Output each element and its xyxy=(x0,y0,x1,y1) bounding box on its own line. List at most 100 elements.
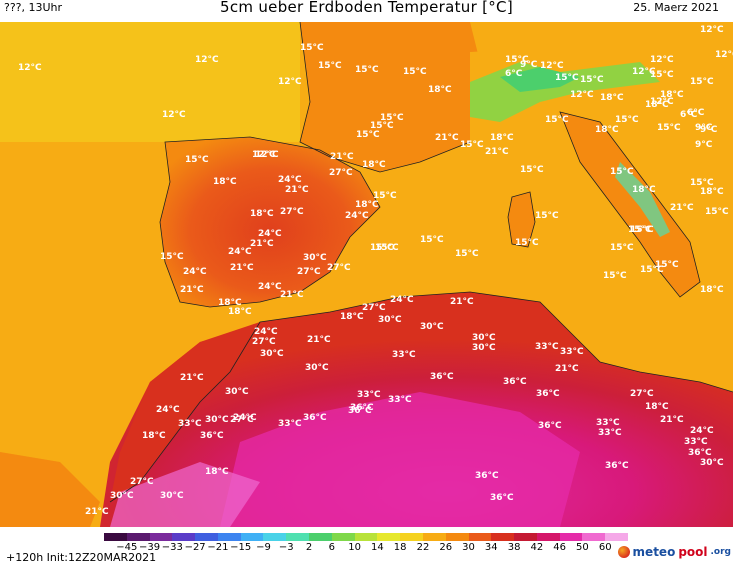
temperature-label: 6°C xyxy=(680,110,698,120)
temperature-label: 15°C xyxy=(373,191,397,201)
temperature-label: 30°C xyxy=(303,253,327,263)
temperature-label: 15°C xyxy=(300,43,324,53)
temperature-label: 15°C xyxy=(545,115,569,125)
temperature-label: 30°C xyxy=(305,363,329,373)
temperature-label: 15°C xyxy=(318,61,342,71)
temperature-label: 18°C xyxy=(600,93,624,103)
temperature-label: 33°C xyxy=(596,418,620,428)
color-scale-segment xyxy=(104,533,127,541)
temperature-label: 30°C xyxy=(700,458,724,468)
temperature-label: 15°C xyxy=(610,243,634,253)
temperature-label: 21°C xyxy=(330,152,354,162)
temperature-label: 12°C xyxy=(278,77,302,87)
temperature-label: 12°C xyxy=(195,55,219,65)
color-scale-tick: −3 xyxy=(278,542,294,553)
temperature-label: 36°C xyxy=(688,448,712,458)
temperature-label: 18°C xyxy=(213,177,237,187)
color-scale-tick: 22 xyxy=(416,542,430,553)
temperature-label: 18°C xyxy=(428,85,452,95)
color-scale-tick: 46 xyxy=(553,542,567,553)
color-scale-segment xyxy=(468,533,492,541)
temperature-label: 18°C xyxy=(362,160,386,170)
color-scale-tick: 60 xyxy=(598,542,612,553)
color-scale-segment xyxy=(286,533,310,541)
temperature-label: 18°C xyxy=(228,307,252,317)
temperature-label: 21°C xyxy=(285,185,309,195)
temperature-label: 36°C xyxy=(350,403,374,413)
temperature-label: 33°C xyxy=(357,390,381,400)
alps-cold-core xyxy=(500,67,580,92)
color-scale-segment xyxy=(559,533,583,541)
coastline-italy xyxy=(559,111,701,298)
temperature-label: 15°C xyxy=(160,252,184,262)
temperature-label: 12°C xyxy=(252,150,276,160)
temperature-label: 15°C xyxy=(535,211,559,221)
temperature-label: 33°C xyxy=(392,350,416,360)
temperature-label: 27°C xyxy=(280,207,304,217)
temperature-label: 24°C xyxy=(690,426,714,436)
temperature-label: 36°C xyxy=(303,413,327,423)
temperature-label: 15°C xyxy=(505,55,529,65)
temperature-label: 15°C xyxy=(520,165,544,175)
temperature-label: 21°C xyxy=(485,147,509,157)
color-scale-tick: 42 xyxy=(530,542,544,553)
valid-date: 25. Maerz 2021 xyxy=(633,1,719,14)
temperature-label: 27°C xyxy=(329,168,353,178)
temperature-label: 12°C xyxy=(650,97,674,107)
canary-region xyxy=(0,452,100,527)
temperature-label: 24°C xyxy=(183,267,207,277)
color-scale-tick: 38 xyxy=(507,542,521,553)
temperature-label: 27°C xyxy=(130,477,154,487)
temperature-label: 30°C xyxy=(420,322,444,332)
brand-logo[interactable]: meteo pool .org xyxy=(617,545,731,559)
temperature-label: 27°C xyxy=(630,389,654,399)
temperature-label: 9°C xyxy=(695,140,713,150)
temperature-label: 24°C xyxy=(258,282,282,292)
temperature-label: 15°C xyxy=(555,73,579,83)
temperature-label: 12°C xyxy=(255,150,279,160)
color-scale-tick: −39 xyxy=(139,542,161,553)
sahara-hot xyxy=(220,392,580,527)
temperature-label: 24°C xyxy=(254,327,278,337)
temperature-label: 15°C xyxy=(690,178,714,188)
temperature-label: 15°C xyxy=(705,207,729,217)
france-region xyxy=(300,22,480,172)
color-scale-segment xyxy=(605,533,628,541)
color-scale-tick: 34 xyxy=(484,542,498,553)
temperature-label: 36°C xyxy=(200,431,224,441)
temperature-label: 27°C xyxy=(327,263,351,273)
color-scale-segment xyxy=(240,533,264,541)
coastline-sardinia xyxy=(507,191,536,248)
header: ???, 13Uhr 5cm ueber Erdboden Temperatur… xyxy=(0,0,733,22)
color-scale-segment xyxy=(536,533,560,541)
temperature-label: 24°C xyxy=(258,229,282,239)
temperature-label: 21°C xyxy=(307,335,331,345)
color-scale-tick: −9 xyxy=(256,542,271,553)
color-scale-segment xyxy=(400,533,423,541)
temperature-label: 18°C xyxy=(595,125,619,135)
temperature-label: 15°C xyxy=(657,123,681,133)
temperature-label: 9°C xyxy=(520,60,538,70)
temperature-label: 36°C xyxy=(490,493,514,503)
coastline-france xyxy=(299,22,471,173)
temperature-label: 15°C xyxy=(630,225,654,235)
color-scale-tick: 6 xyxy=(328,542,335,553)
coastline-africa xyxy=(109,291,733,503)
color-scale-tick: −33 xyxy=(161,542,183,553)
globe-icon xyxy=(617,546,630,558)
temperature-label: 15°C xyxy=(515,238,539,248)
color-scale-segment xyxy=(377,533,401,541)
temperature-label: 15°C xyxy=(603,271,627,281)
temperature-label: 21°C xyxy=(660,415,684,425)
temperature-label: 18°C xyxy=(340,312,364,322)
color-scale-segment xyxy=(582,533,606,541)
temperature-label: 12°C xyxy=(632,67,656,77)
iberia-region xyxy=(160,137,380,307)
temperature-label: 15°C xyxy=(370,121,394,131)
temperature-label: 12°C xyxy=(700,25,724,35)
color-scale-tick: 50 xyxy=(576,542,589,553)
temperature-label: 30°C xyxy=(378,315,402,325)
temperature-label: 24°C xyxy=(345,211,369,221)
map-svg: 12°C 12°C 12°C 12°C 15°C 15°C 15°C 15°C 18°C 15°C… xyxy=(0,22,733,527)
color-scale-tick: −27 xyxy=(184,542,206,553)
